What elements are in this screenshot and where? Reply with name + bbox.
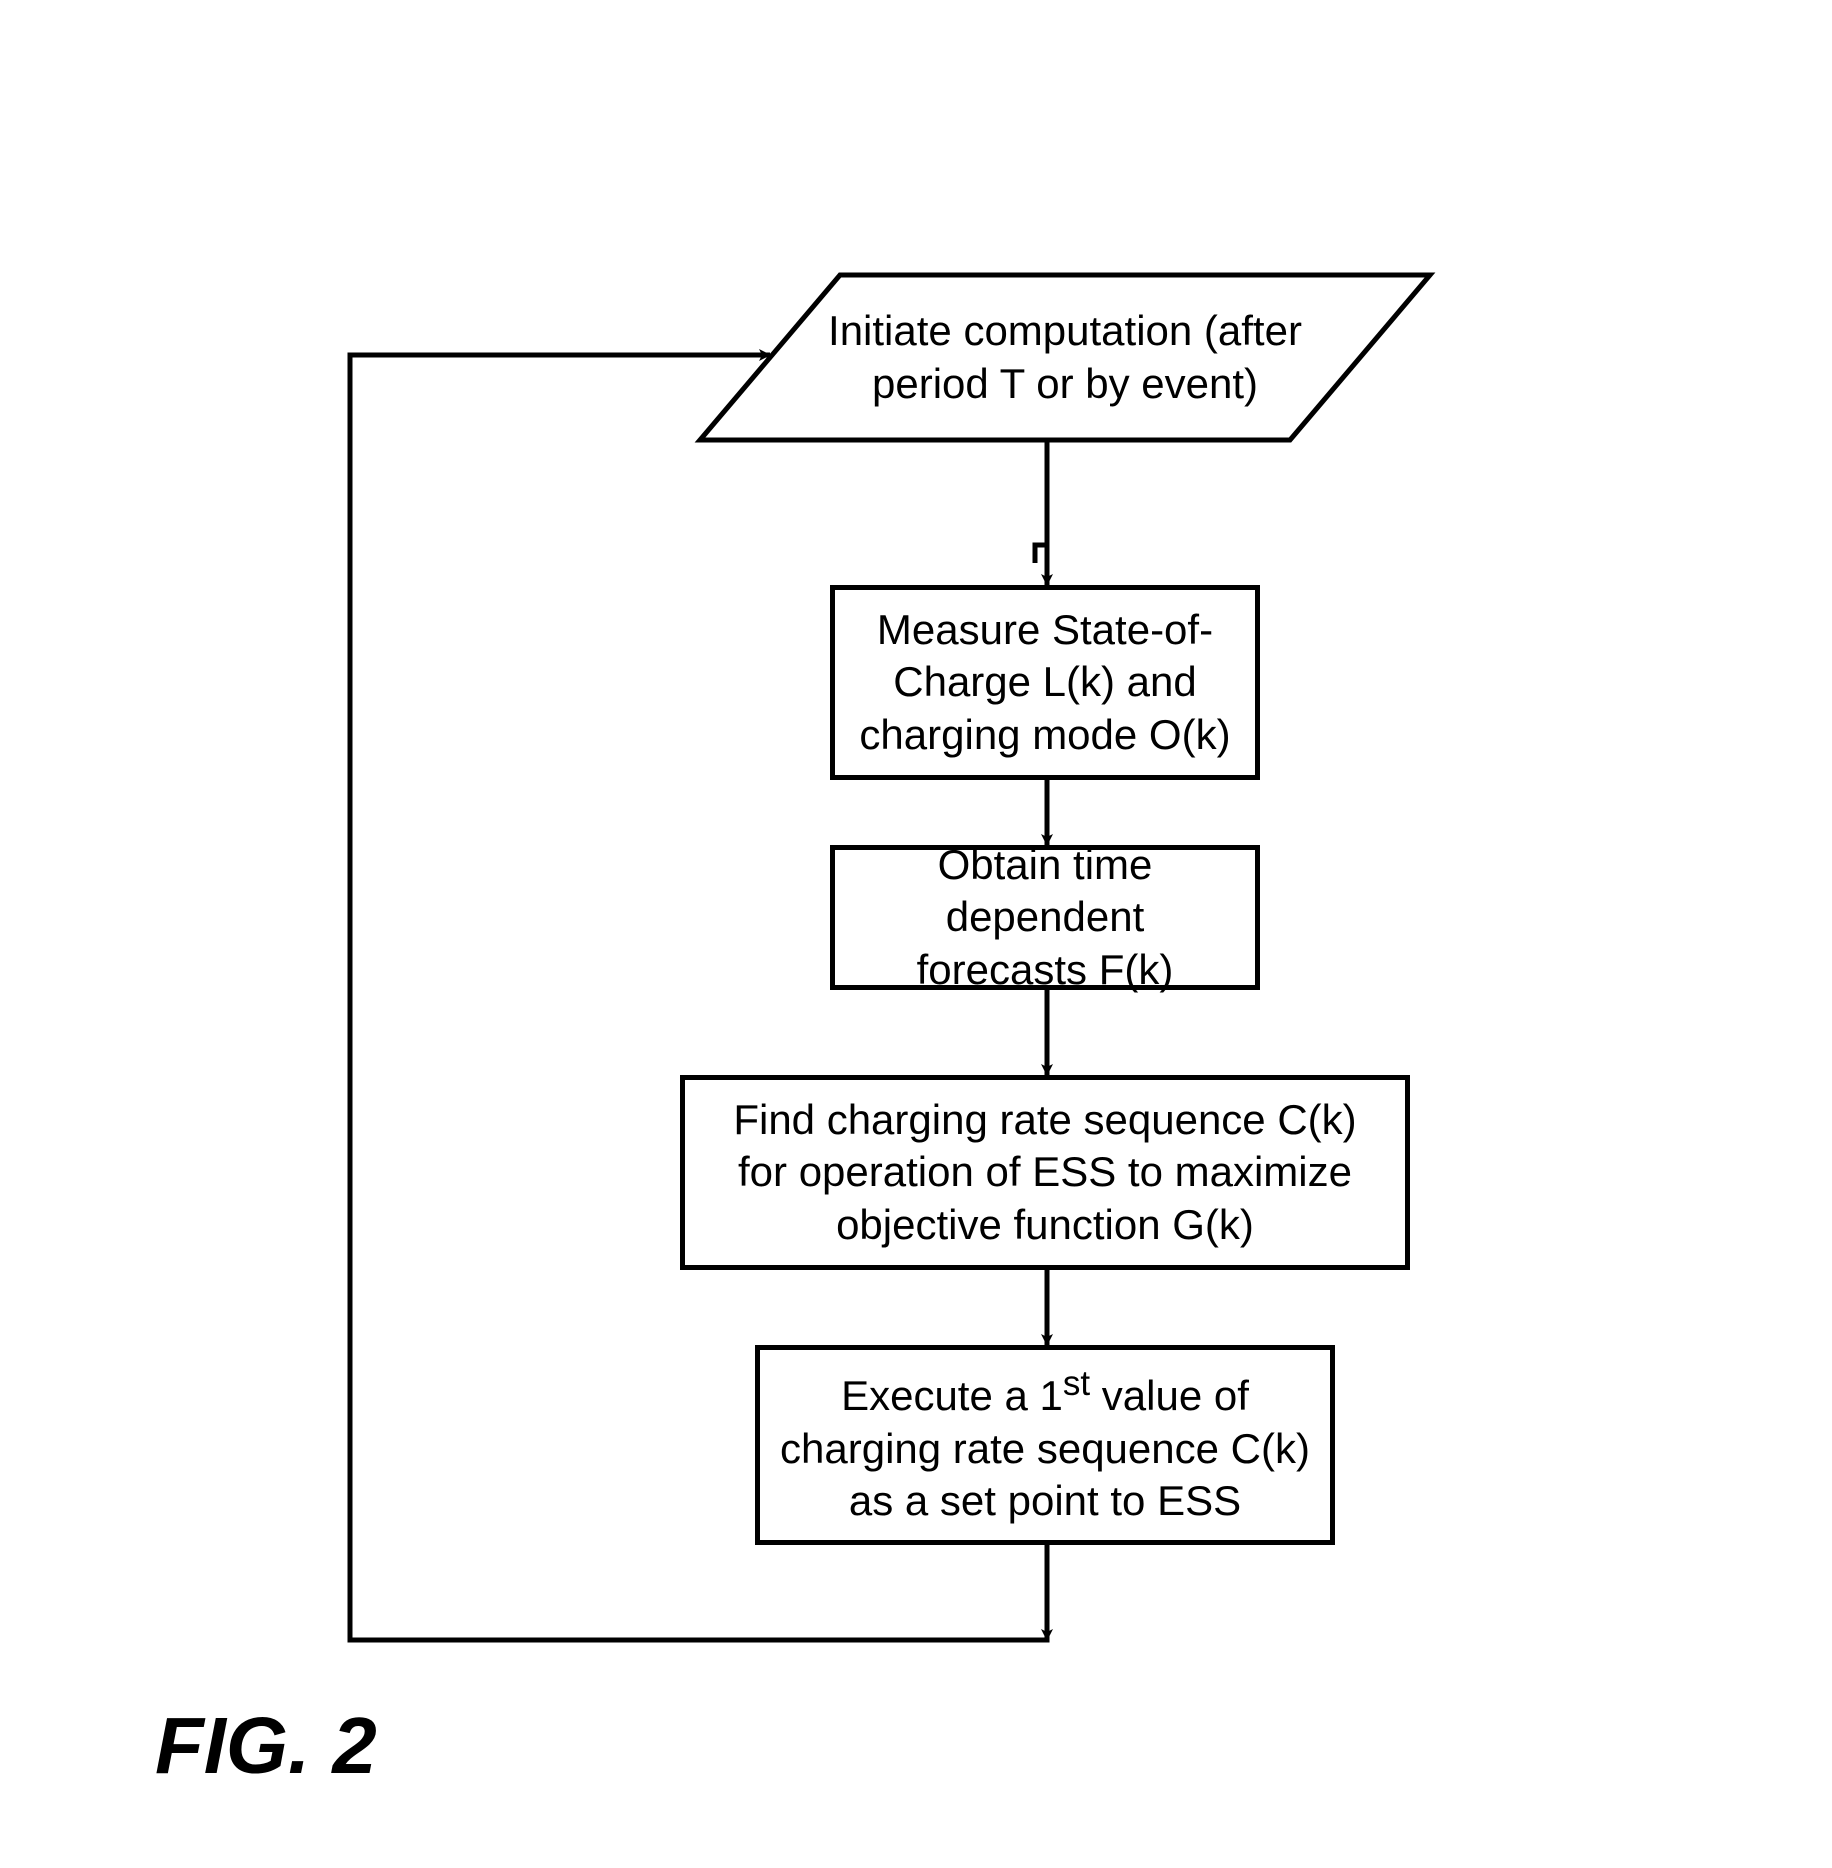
node-obtain: Obtain time dependent forecasts F(k) <box>830 845 1260 990</box>
node-execute-text: Execute a 1st value of charging rate seq… <box>780 1362 1310 1528</box>
node-find-text: Find charging rate sequence C(k) for ope… <box>705 1094 1385 1252</box>
node-initiate: Initiate computation (after period T or … <box>770 275 1360 440</box>
node-find: Find charging rate sequence C(k) for ope… <box>680 1075 1410 1270</box>
node-measure-text: Measure State-of-Charge L(k) and chargin… <box>855 604 1235 762</box>
figure-label: FIG. 2 <box>155 1700 377 1792</box>
node-obtain-text: Obtain time dependent forecasts F(k) <box>855 839 1235 997</box>
node-execute: Execute a 1st value of charging rate seq… <box>755 1345 1335 1545</box>
flowchart-canvas: Initiate computation (after period T or … <box>0 0 1832 1868</box>
node-measure: Measure State-of-Charge L(k) and chargin… <box>830 585 1260 780</box>
